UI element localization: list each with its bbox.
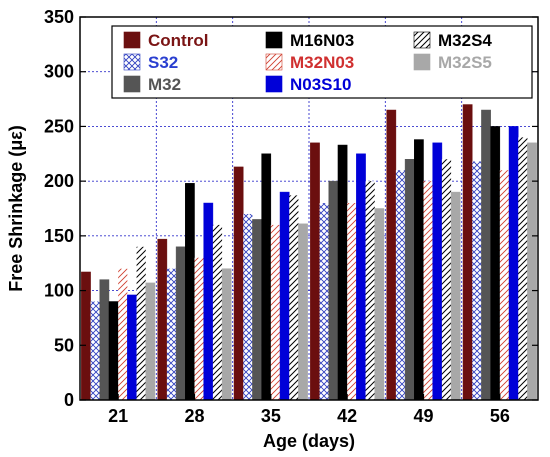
y-tick-label: 300 — [44, 62, 74, 82]
x-tick-label: 42 — [337, 406, 357, 426]
legend: Control S32 M32 M16N03 M32N03 N03S10 M32S4 M32S… — [111, 25, 533, 99]
y-axis-ticks: 0 50 100 150 200 250 300 350 — [44, 7, 538, 410]
bar-m32s5-35 — [298, 223, 308, 401]
bar-n03s10-28 — [203, 202, 214, 401]
legend-swatch-s32 — [123, 53, 141, 71]
bar-m32s5-42 — [374, 208, 385, 401]
bar-m32n03-35 — [270, 224, 281, 400]
legend-swatch-n03s10 — [265, 75, 283, 93]
bar-n03s10-35 — [279, 191, 290, 401]
bar-m32s4-49 — [441, 159, 452, 400]
bar-m32-21 — [99, 279, 110, 401]
bar-s32-56 — [472, 161, 482, 400]
bar-control-56 — [462, 104, 473, 401]
legend-label-control: Control — [148, 31, 208, 50]
bar-m16n03-42 — [337, 144, 348, 401]
x-axis-ticks: 21 28 35 42 49 56 — [108, 394, 510, 426]
y-tick-label: 150 — [44, 226, 74, 246]
x-tick-label: 49 — [413, 406, 433, 426]
x-tick-label: 35 — [261, 406, 281, 426]
bar-m16n03-21 — [108, 301, 119, 401]
x-tick-label: 56 — [490, 406, 510, 426]
y-tick-label: 100 — [44, 281, 74, 301]
bar-m32-56 — [481, 109, 491, 401]
bar-m32s4-56 — [518, 137, 528, 400]
legend-label-m32: M32 — [148, 75, 181, 94]
y-axis-title: Free Shrinkage (με) — [6, 125, 26, 292]
legend-swatch-m32s4 — [413, 31, 431, 49]
bar-m32s5-49 — [450, 191, 461, 401]
bar-m32s4-21 — [136, 246, 146, 400]
bar-m32s4-35 — [289, 195, 299, 400]
bar-m32s5-28 — [221, 268, 232, 401]
bar-m32n03-28 — [194, 257, 204, 400]
x-tick-label: 21 — [108, 406, 128, 426]
bar-s32-21 — [90, 301, 100, 400]
y-tick-label: 200 — [44, 171, 74, 191]
bar-m32-28 — [175, 246, 186, 401]
y-tick-label: 50 — [54, 335, 74, 355]
x-tick-label: 28 — [184, 406, 204, 426]
bar-m32-42 — [328, 180, 339, 401]
legend-box — [111, 25, 533, 99]
bar-m32n03-56 — [499, 170, 510, 400]
bar-control-35 — [233, 166, 244, 401]
legend-swatch-m16n03 — [265, 31, 283, 49]
bar-n03s10-21 — [127, 294, 137, 401]
bar-m16n03-35 — [261, 153, 272, 401]
y-tick-label: 0 — [64, 390, 74, 410]
bar-m16n03-28 — [185, 183, 195, 401]
plot-frame — [79, 16, 539, 401]
bar-n03s10-56 — [508, 126, 519, 401]
legend-label-n03s10: N03S10 — [290, 75, 351, 94]
bar-control-28 — [157, 238, 168, 401]
bar-m32-49 — [404, 159, 415, 401]
legend-label-m32s5: M32S5 — [438, 53, 492, 72]
bar-s32-28 — [166, 268, 177, 400]
y-tick-label: 350 — [44, 7, 74, 27]
bar-control-49 — [386, 109, 397, 401]
bar-s32-35 — [243, 213, 253, 400]
bar-m32s4-28 — [212, 224, 223, 400]
bar-m32n03-49 — [423, 181, 433, 400]
bar-m16n03-49 — [414, 139, 424, 401]
legend-label-m32s4: M32S4 — [438, 31, 492, 50]
bar-s32-42 — [319, 203, 329, 400]
legend-label-s32: S32 — [148, 53, 178, 72]
bars — [81, 104, 537, 401]
bar-m32n03-42 — [347, 203, 357, 400]
legend-swatch-m32s5 — [413, 53, 431, 71]
legend-label-m32n03: M32N03 — [290, 53, 354, 72]
bar-control-42 — [310, 142, 320, 401]
legend-swatch-m32n03 — [265, 53, 283, 71]
x-axis-title: Age (days) — [263, 431, 355, 451]
bar-control-21 — [81, 271, 91, 401]
legend-swatch-control — [123, 31, 141, 49]
bar-n03s10-42 — [356, 153, 366, 401]
bar-m32s5-21 — [145, 282, 156, 401]
legend-swatch-m32 — [123, 75, 141, 93]
y-tick-label: 250 — [44, 116, 74, 136]
bar-s32-49 — [395, 170, 406, 400]
bar-n03s10-49 — [432, 142, 443, 401]
bar-m32s4-42 — [365, 181, 375, 400]
bar-m32-35 — [252, 219, 262, 401]
legend-label-m16n03: M16N03 — [290, 31, 354, 50]
bar-m16n03-56 — [490, 126, 501, 401]
bar-m32n03-21 — [118, 268, 128, 400]
